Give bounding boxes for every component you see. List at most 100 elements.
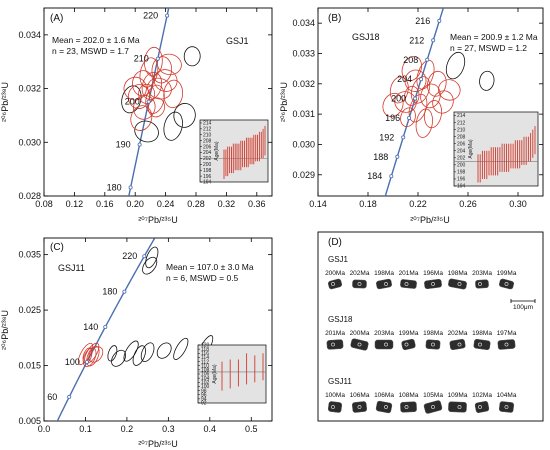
- analysis-spot: [331, 405, 335, 409]
- concordia-age-label: 192: [379, 132, 394, 142]
- plot-content: [121, 8, 201, 196]
- zircon-grain-image: [401, 338, 416, 351]
- zircon-age-label: 197Ma: [497, 330, 517, 337]
- discordant-ellipse: [173, 103, 196, 128]
- plot-frame: [317, 7, 544, 197]
- zircon-grain-image: [326, 339, 344, 350]
- plot-area: 60 100 140 180 220: [47, 238, 214, 421]
- x-tick-label: 0.4: [204, 424, 217, 434]
- y-tick-label: 0.015: [18, 361, 41, 371]
- zircon-age-label: 108Ma: [399, 392, 419, 399]
- zircon-grain-image: [497, 339, 516, 350]
- concordia-age-label: 208: [403, 55, 418, 65]
- analysis-spot: [331, 342, 335, 347]
- zircon-age-label: 202Ma: [350, 270, 370, 277]
- age-marker: [407, 116, 412, 121]
- zircon-age-label: 105Ma: [423, 392, 443, 399]
- age-marker: [165, 13, 170, 18]
- concordant-ellipse: [132, 70, 154, 97]
- plot-frame: [43, 7, 273, 197]
- concordia-age-label: 200: [125, 97, 140, 107]
- y-tick-label: 0.025: [18, 305, 41, 315]
- concordia-age-label: 210: [134, 54, 149, 64]
- plot-content: [382, 8, 495, 196]
- zircon-age-label: 196Ma: [423, 270, 443, 277]
- zircon-age-label: 203Ma: [472, 270, 492, 277]
- inset-tick-label: 198: [457, 170, 466, 176]
- inset-frame: [199, 119, 269, 183]
- concordant-ellipse: [77, 342, 94, 365]
- inset-tick-label: 214: [203, 121, 212, 127]
- inset-tick-label: 116: [201, 351, 209, 357]
- x-axis-label: ²⁰⁷Pb/²³⁵U: [138, 215, 178, 225]
- inset-tick-label: 214: [457, 113, 466, 119]
- age-marker: [103, 324, 108, 329]
- age-marker: [146, 99, 151, 104]
- inset-tick-label: 200: [203, 162, 212, 168]
- sample-name: GSJ18: [352, 32, 380, 42]
- stats-line-1: Mean = 107.0 ± 3.0 Ma: [166, 262, 254, 272]
- panel-label: (D): [328, 237, 342, 248]
- inset-tick-label: 106: [201, 372, 210, 378]
- inset-tick-label: 202: [203, 156, 212, 162]
- inset-tick-label: 98: [201, 388, 207, 394]
- discordant-ellipse: [156, 342, 172, 359]
- zircon-age-label: 203Ma: [374, 330, 394, 337]
- zircon-grain-image: [475, 279, 489, 289]
- x-tick-label: 0.36: [248, 199, 266, 209]
- concordia-age-label: 196: [385, 113, 400, 123]
- analysis-spot: [431, 342, 435, 347]
- concordia-age-label: 100: [65, 357, 80, 367]
- zircon-grain-image: [473, 339, 491, 350]
- y-tick-label: 0.032: [18, 84, 41, 94]
- concordant-ellipse: [123, 76, 147, 101]
- age-marker: [389, 174, 394, 179]
- age-marker: [137, 142, 142, 147]
- axis-ticks: 0.08 0.12 0.16 0.20 0.24 0.28 0.32 0.36 0.028 0.0…: [18, 8, 272, 209]
- concordant-ellipse: [401, 56, 422, 82]
- x-tick-label: 0.5: [245, 424, 258, 434]
- discordant-ellipse: [142, 256, 158, 275]
- concordant-ellipse: [86, 345, 100, 367]
- zircon-age-label: 198Ma: [448, 270, 468, 277]
- zircon-grain-image: [352, 279, 367, 289]
- x-axis-label: ²⁰⁷Pb/²³⁵U: [410, 215, 450, 225]
- age-marker: [142, 254, 147, 259]
- zircon-age-label: 199Ma: [399, 330, 419, 337]
- age-marker: [395, 154, 400, 159]
- zircon-grain-image: [376, 278, 392, 290]
- concordia-age-label: 212: [409, 35, 424, 45]
- x-tick-label: 0.08: [35, 199, 53, 209]
- inset-tick-label: 120: [201, 343, 210, 349]
- inset-tick-label: 108: [201, 368, 210, 374]
- zircon-age-label: 201Ma: [325, 330, 345, 337]
- zircon-age-label: 198Ma: [374, 270, 394, 277]
- analysis-spot: [478, 342, 482, 347]
- analysis-spot: [504, 405, 509, 409]
- x-tick-label: 0.22: [409, 199, 427, 209]
- inset-tick-label: 210: [457, 127, 466, 133]
- zircon-grain-image: [449, 338, 466, 351]
- age-marker: [401, 135, 406, 140]
- inset-tick-label: 118: [201, 347, 209, 353]
- panel-c: (C) GSJ11 Mean = 107.0 ± 3.0 Ma n = 6, M…: [0, 237, 273, 449]
- inset-tick-label: 94: [201, 397, 207, 403]
- inset-tick-label: 198: [203, 168, 212, 174]
- concordant-ellipse: [438, 79, 461, 101]
- age-marker: [437, 18, 442, 23]
- x-tick-label: 0.32: [218, 199, 236, 209]
- x-tick-label: 0.18: [359, 199, 377, 209]
- concordant-ellipse: [415, 108, 433, 138]
- inset-y-label: Age(Ma): [212, 364, 218, 384]
- zircon-grain-image: [327, 278, 343, 290]
- discordant-ellipse: [111, 349, 127, 367]
- analysis-spot: [404, 342, 409, 347]
- y-tick-label: 0.032: [292, 79, 315, 89]
- zircon-grain-image: [448, 401, 467, 413]
- inset-tick-label: 206: [457, 141, 466, 147]
- concordia-age-label: 140: [83, 322, 98, 332]
- inset-tick-label: 208: [457, 134, 466, 140]
- plot-area: 180 190 200 210 220: [107, 8, 201, 196]
- inset-tick-label: 104: [201, 376, 210, 382]
